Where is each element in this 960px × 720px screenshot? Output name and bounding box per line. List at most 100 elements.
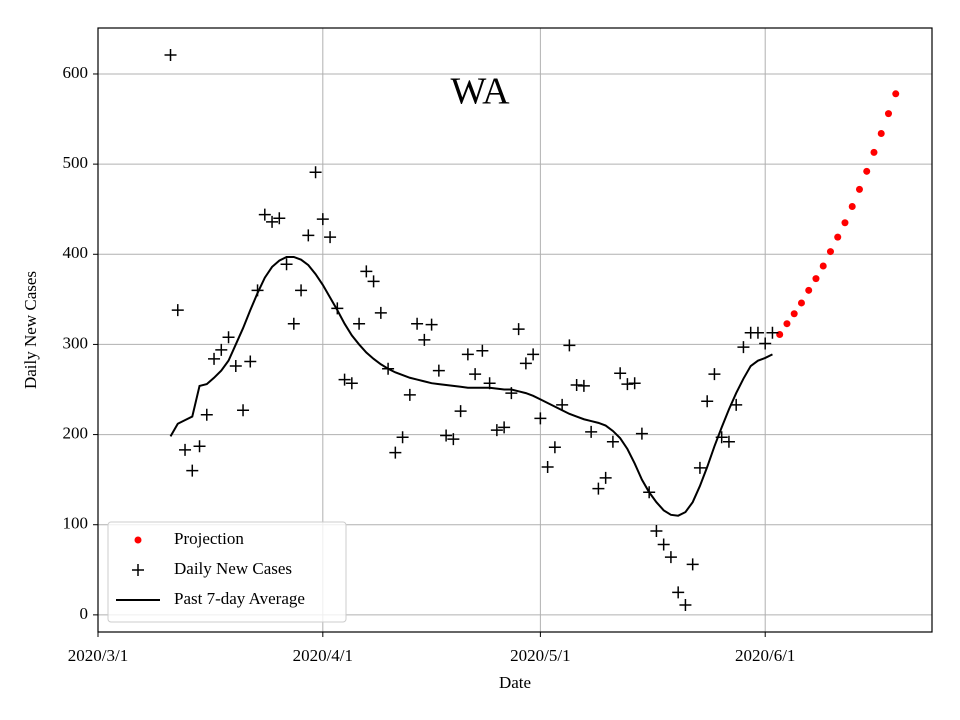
case-point (686, 558, 699, 571)
case-point (309, 166, 322, 179)
case-point (519, 357, 532, 370)
case-point (679, 598, 692, 611)
projection-point (783, 320, 791, 328)
y-axis-label: Daily New Cases (21, 271, 40, 389)
case-point (614, 367, 627, 380)
case-point (650, 525, 663, 538)
case-point (534, 412, 547, 425)
projection-point (848, 202, 856, 210)
projection-point (870, 148, 878, 156)
case-point (164, 49, 177, 62)
case-point (258, 208, 271, 221)
y-tick-label: 200 (63, 423, 89, 442)
case-point (722, 435, 735, 448)
legend-swatch (134, 536, 142, 544)
case-point (766, 326, 779, 339)
case-point (171, 304, 184, 317)
case-point (324, 231, 337, 244)
projection-point (790, 310, 798, 318)
case-point (563, 339, 576, 352)
case-point (411, 317, 424, 330)
case-point (338, 373, 351, 386)
case-point (708, 368, 721, 381)
case-point (664, 551, 677, 564)
case-point (737, 341, 750, 354)
case-point (548, 441, 561, 454)
case-point (693, 461, 706, 474)
legend-box (107, 521, 347, 623)
projection-point (877, 129, 885, 137)
legend-label: Past 7-day Average (174, 589, 305, 608)
case-point (606, 435, 619, 448)
projection-point (797, 299, 805, 307)
case-point (208, 352, 221, 365)
case-point (635, 427, 648, 440)
projection-point (884, 110, 892, 118)
case-point (476, 344, 489, 357)
y-tick-label: 100 (63, 514, 89, 533)
case-point (527, 348, 540, 361)
case-point (440, 429, 453, 442)
case-point (628, 377, 641, 390)
case-point (280, 258, 293, 271)
case-point (512, 323, 525, 336)
case-point (432, 364, 445, 377)
case-point (302, 229, 315, 242)
case-point (389, 446, 402, 459)
case-point (396, 431, 409, 444)
case-point (461, 348, 474, 361)
case-point (759, 337, 772, 350)
y-tick-label: 500 (63, 153, 89, 172)
case-point (621, 378, 634, 391)
x-tick-label: 2020/3/1 (68, 646, 128, 665)
case-point (730, 398, 743, 411)
legend: Projection Daily New Cases Past 7-day Aver… (107, 521, 347, 623)
case-point (266, 215, 279, 228)
case-point (367, 275, 380, 288)
case-point (179, 443, 192, 456)
plot-frame (97, 27, 933, 633)
case-point (751, 326, 764, 339)
case-point (570, 378, 583, 391)
legend-swatch (132, 564, 144, 576)
axes: 0 100 200 300 400 500 600 2020/3/1 2020/4/1 2020/… (63, 63, 796, 665)
case-point (222, 331, 235, 344)
y-tick-label: 400 (63, 243, 89, 262)
case-point (447, 433, 460, 446)
projection-point (892, 90, 900, 98)
case-point (592, 482, 605, 495)
case-point (490, 424, 503, 437)
case-point (541, 461, 554, 474)
projection-point (841, 219, 849, 227)
case-point (295, 284, 308, 297)
case-point (454, 405, 467, 418)
case-point (316, 213, 329, 226)
projection-point (834, 233, 842, 241)
legend-label: Projection (174, 529, 244, 548)
case-point (556, 398, 569, 411)
case-point (237, 404, 250, 417)
case-point (701, 395, 714, 408)
average-line (169, 255, 773, 517)
case-point (186, 464, 199, 477)
case-point (425, 318, 438, 331)
projection-point (812, 275, 820, 283)
case-point (353, 317, 366, 330)
case-point (599, 471, 612, 484)
chart-title: WA (450, 71, 510, 113)
case-point (345, 377, 358, 390)
case-point (287, 317, 300, 330)
case-point (403, 388, 416, 401)
y-tick-label: 0 (80, 604, 89, 623)
projection-point (819, 262, 827, 270)
case-point (244, 355, 257, 368)
case-point (200, 408, 213, 421)
case-point (672, 586, 685, 599)
x-tick-label: 2020/6/1 (735, 646, 795, 665)
y-tick-label: 600 (63, 63, 89, 82)
projection-point (855, 185, 863, 193)
case-point (498, 421, 511, 434)
case-point (360, 265, 373, 278)
projection-point (805, 286, 813, 294)
